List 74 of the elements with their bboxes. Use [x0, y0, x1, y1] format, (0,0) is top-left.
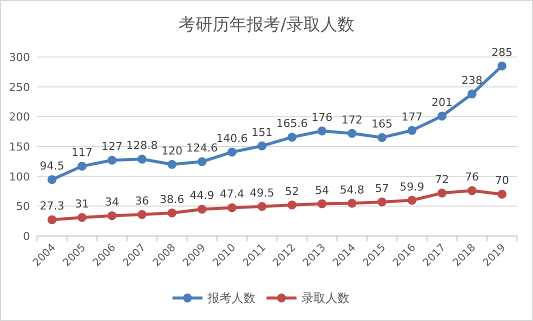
point	[438, 188, 446, 198]
data-label: 57	[375, 182, 389, 195]
point	[318, 126, 326, 136]
point	[468, 89, 476, 98]
data-label: 31	[75, 198, 89, 211]
y-tick-label: 50	[16, 200, 30, 214]
point	[498, 61, 506, 70]
point	[288, 132, 296, 142]
point	[138, 210, 146, 220]
data-label: 128.8	[126, 139, 158, 152]
data-label: 59.9	[400, 180, 424, 194]
data-label: 124.6	[186, 142, 218, 155]
data-label: 201	[432, 96, 452, 110]
point	[108, 156, 116, 165]
data-label: 72	[435, 173, 449, 186]
y-tick-label: 300	[9, 51, 30, 64]
point	[168, 208, 176, 218]
point	[348, 198, 356, 208]
point	[498, 190, 506, 199]
point	[408, 126, 416, 135]
point	[78, 162, 86, 171]
data-label: 127	[102, 140, 122, 154]
data-label: 38.6	[160, 192, 184, 206]
data-label: 76	[465, 170, 479, 184]
point	[378, 197, 386, 206]
point	[108, 211, 116, 220]
data-label: 120	[162, 144, 182, 158]
data-label: 165	[372, 118, 392, 131]
data-label: 177	[402, 110, 422, 124]
data-label: 165.6	[276, 117, 308, 130]
legend-label: 报考人数	[206, 291, 256, 305]
point	[48, 215, 56, 224]
data-label: 70	[495, 174, 509, 188]
data-label: 140.6	[216, 132, 248, 146]
data-label: 117	[72, 146, 92, 160]
point	[258, 141, 266, 150]
point	[198, 204, 206, 214]
point	[228, 203, 236, 212]
point	[258, 202, 266, 211]
data-label: 94.5	[40, 160, 64, 173]
point	[78, 213, 86, 222]
point	[228, 148, 236, 157]
data-label: 54	[315, 184, 329, 197]
point	[468, 186, 476, 196]
data-label: 176	[312, 110, 332, 124]
data-label: 151	[252, 126, 272, 139]
point	[288, 200, 296, 210]
point	[348, 128, 356, 138]
chart-title: 考研历年报考/录取人数	[178, 15, 354, 35]
data-label: 27.3	[40, 200, 64, 213]
data-label: 36	[135, 194, 149, 208]
point	[168, 160, 176, 169]
data-label: 49.5	[250, 186, 274, 200]
data-label: 34	[105, 196, 119, 209]
point	[198, 157, 206, 166]
y-tick-label: 250	[9, 80, 30, 94]
data-label: 52	[285, 184, 299, 198]
data-label: 238	[462, 74, 482, 87]
y-tick-label: 100	[9, 170, 30, 184]
data-label: 285	[492, 46, 512, 59]
y-tick-label: 150	[9, 140, 30, 154]
point	[138, 154, 146, 164]
point	[318, 199, 326, 208]
point	[378, 133, 386, 142]
data-label: 47.4	[220, 188, 244, 201]
data-label: 172	[342, 113, 362, 126]
data-label: 44.9	[190, 189, 214, 202]
legend-label: 录取人数	[302, 291, 350, 305]
point	[408, 196, 416, 205]
y-tick-label: 200	[9, 110, 30, 124]
y-tick-label: 0	[23, 230, 30, 243]
data-label: 54.8	[340, 183, 364, 196]
point	[48, 175, 56, 184]
point	[438, 112, 446, 121]
